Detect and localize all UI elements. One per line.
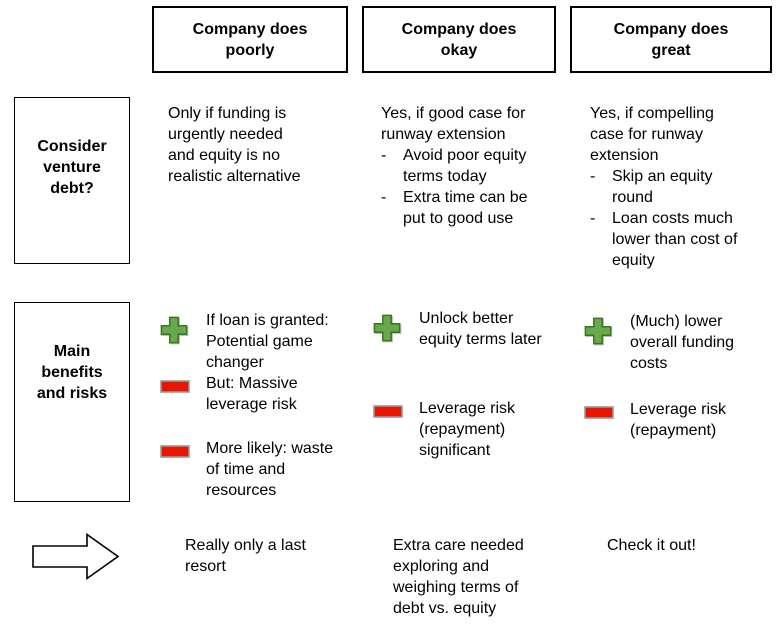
- arrow-right-icon: [32, 532, 120, 587]
- bullet-text: Skip an equity round: [612, 168, 713, 206]
- bullet-dash: -: [381, 147, 387, 164]
- benefit-item: If loan is granted: Potential game chang…: [160, 310, 352, 373]
- plus-icon: [373, 308, 419, 342]
- cell-consider-poorly: Only if funding is urgently needed and e…: [168, 103, 346, 187]
- column-header-company-does-great: Company does great: [570, 6, 772, 73]
- summary-great: Check it out!: [607, 537, 696, 554]
- risk-text: But: Massive leverage risk: [206, 375, 298, 413]
- bullet-text: Loan costs much lower than cost of equit…: [612, 210, 738, 269]
- column-header-company-does-poorly: Company does poorly: [152, 6, 348, 73]
- row-label-main-benefits-and-risks: Main benefits and risks: [14, 302, 130, 502]
- bullet-text: Extra time can be put to good use: [403, 189, 528, 227]
- plus-icon: [160, 310, 206, 344]
- risk-text: Leverage risk (repayment) significant: [419, 400, 516, 459]
- column-header-company-does-okay: Company does okay: [362, 6, 556, 73]
- bullet-dash: -: [590, 210, 596, 227]
- bullet-dash: -: [590, 168, 596, 185]
- cell-consider-great: Yes, if compelling case for runway exten…: [590, 103, 775, 271]
- cell-intro-text: Only if funding is urgently needed and e…: [168, 105, 301, 185]
- bullet-item: - Extra time can be put to good use: [381, 187, 565, 229]
- benefit-text: (Much) lower overall funding costs: [630, 313, 735, 372]
- minus-icon: [160, 438, 206, 458]
- cell-benefits-poorly: If loan is granted: Potential game chang…: [160, 310, 352, 501]
- risk-item: More likely: waste of time and resources: [160, 438, 352, 501]
- benefit-text: Unlock better equity terms later: [419, 310, 542, 348]
- bullet-item: - Skip an equity round: [590, 166, 775, 208]
- minus-icon: [160, 373, 206, 393]
- cell-intro-text: Yes, if good case for runway extension: [381, 105, 526, 143]
- bullet-item: - Loan costs much lower than cost of equ…: [590, 208, 775, 271]
- risk-item: Leverage risk (repayment): [584, 399, 776, 441]
- cell-intro-text: Yes, if compelling case for runway exten…: [590, 105, 714, 164]
- cell-benefits-great: (Much) lower overall funding costs Lever…: [584, 311, 776, 441]
- cell-consider-okay: Yes, if good case for runway extension -…: [381, 103, 565, 229]
- bullet-text: Avoid poor equity terms today: [403, 147, 527, 185]
- bullet-item: - Avoid poor equity terms today: [381, 145, 565, 187]
- risk-item: But: Massive leverage risk: [160, 373, 352, 415]
- minus-icon: [373, 398, 419, 418]
- summary-poorly: Really only a last resort: [185, 537, 306, 575]
- risk-item: Leverage risk (repayment) significant: [373, 398, 567, 461]
- risk-text: Leverage risk (repayment): [630, 401, 727, 439]
- minus-icon: [584, 399, 630, 419]
- plus-icon: [584, 311, 630, 345]
- benefit-item: (Much) lower overall funding costs: [584, 311, 776, 374]
- row-label-consider-venture-debt: Consider venture debt?: [14, 97, 130, 264]
- summary-okay: Extra care needed exploring and weighing…: [393, 537, 524, 617]
- cell-benefits-okay: Unlock better equity terms later Leverag…: [373, 308, 567, 461]
- risk-text: More likely: waste of time and resources: [206, 440, 334, 499]
- bullet-dash: -: [381, 189, 387, 206]
- benefit-item: Unlock better equity terms later: [373, 308, 567, 350]
- benefit-text: If loan is granted: Potential game chang…: [206, 312, 329, 371]
